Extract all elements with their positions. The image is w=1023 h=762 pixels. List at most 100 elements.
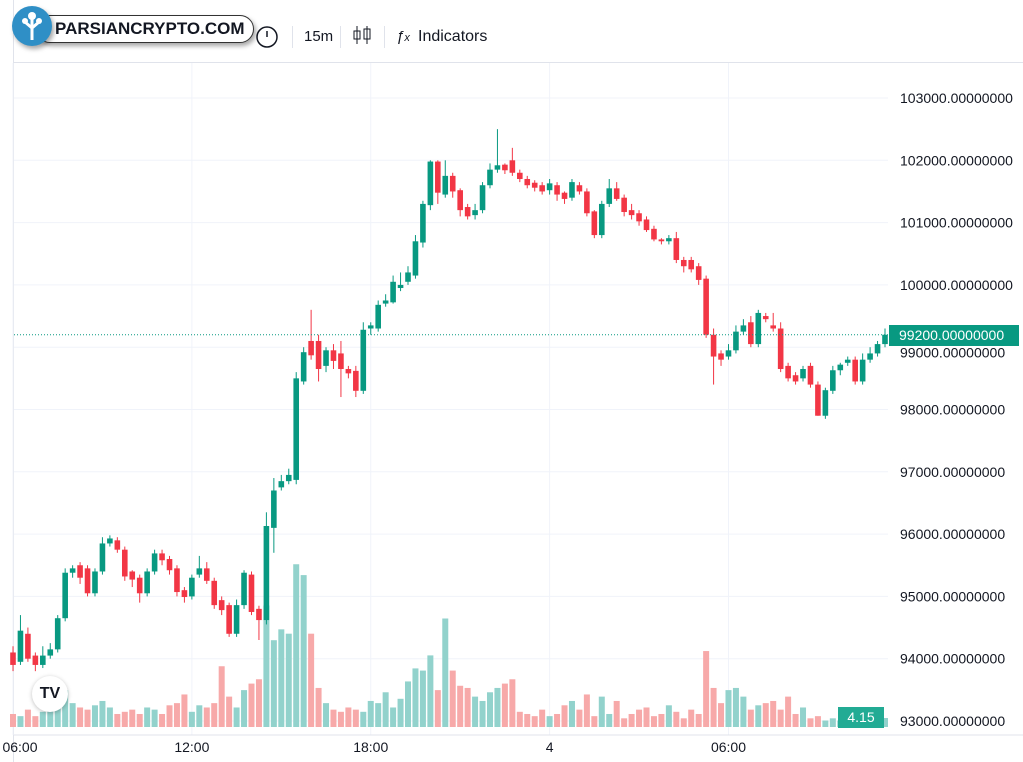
fx-icon[interactable]: ƒx <box>396 28 410 45</box>
candlestick-icon[interactable] <box>350 22 374 52</box>
candle-body <box>531 182 538 188</box>
volume-bar <box>69 703 76 727</box>
volume-bar <box>718 703 725 727</box>
candle-body <box>695 266 702 280</box>
volume-bar <box>263 605 270 727</box>
volume-bar <box>255 679 262 727</box>
volume-bar <box>628 713 635 727</box>
candle-body <box>278 481 285 488</box>
volume-bar <box>427 655 434 727</box>
volume-bar <box>181 694 188 727</box>
interval-button[interactable]: 15m <box>304 28 334 45</box>
volume-bar <box>382 692 389 727</box>
candle-body <box>17 630 24 662</box>
candle-body <box>666 238 672 242</box>
volume-bar <box>91 705 98 727</box>
volume-bar <box>464 687 471 727</box>
candle-body <box>710 334 717 357</box>
candle-body <box>584 191 590 214</box>
candle-body <box>412 241 419 276</box>
y-tick-label: 98000.00000000 <box>900 402 1005 418</box>
candle-body <box>84 568 91 594</box>
candle-body <box>598 203 605 236</box>
volume-bar <box>412 668 419 727</box>
x-tick-label: 12:00 <box>174 739 209 755</box>
candle-body <box>427 161 434 206</box>
candle-body <box>136 577 143 594</box>
indicators-button[interactable]: Indicators <box>418 28 488 45</box>
candle-body <box>852 359 858 382</box>
candle-body <box>144 571 150 594</box>
clock-icon[interactable] <box>254 22 284 52</box>
candle-body <box>509 160 516 173</box>
candle-body <box>762 316 769 320</box>
volume-bar <box>725 690 732 727</box>
candle-body <box>397 284 404 289</box>
candle-body <box>271 490 277 528</box>
candle-body <box>263 526 270 621</box>
candle-body <box>248 574 255 612</box>
candle-body <box>353 370 359 391</box>
volume-bar <box>270 640 277 727</box>
candle-body <box>174 568 180 593</box>
volume-bar <box>479 700 486 727</box>
tradingview-logo[interactable]: TV <box>32 676 68 712</box>
candle-body <box>524 178 531 186</box>
volume-bar <box>241 690 248 727</box>
volume-bar <box>509 679 516 727</box>
x-tick-label: 4 <box>546 739 554 755</box>
candle-body <box>300 352 307 382</box>
candle-body <box>420 203 426 243</box>
volume-bar <box>442 618 449 727</box>
candle-body <box>449 175 456 192</box>
candle-body <box>181 590 188 598</box>
candle-body <box>159 553 165 561</box>
candle-body <box>680 259 687 267</box>
volume-bar <box>405 681 412 727</box>
volume-bar <box>822 720 829 727</box>
candle-body <box>770 325 777 329</box>
volume-bar <box>516 711 523 727</box>
volume-bar <box>762 703 769 727</box>
volume-bar <box>606 713 613 727</box>
last-volume-badge: 4.15 <box>838 707 884 728</box>
volume-bar <box>114 713 121 727</box>
candle-body <box>733 331 739 351</box>
candle-body <box>658 239 665 242</box>
candle-body <box>360 329 367 391</box>
candle-body <box>442 175 449 195</box>
volume-bar <box>740 696 747 727</box>
candle-body <box>241 572 247 606</box>
candle-body <box>10 652 16 665</box>
volume-bar <box>360 711 367 727</box>
volume-bar <box>233 707 240 727</box>
watermark-text: PARSIANCRYPTO.COM <box>36 15 254 43</box>
y-tick-label: 103000.00000000 <box>900 90 1013 106</box>
volume-bar <box>539 709 546 727</box>
candle-body <box>830 370 836 391</box>
volume-bar <box>17 716 24 727</box>
y-tick-label: 102000.00000000 <box>900 152 1013 168</box>
candle-body <box>815 384 821 416</box>
volume-bar <box>419 670 426 727</box>
candle-body <box>554 185 560 195</box>
volume-bar <box>703 651 710 727</box>
candle-body <box>47 649 54 656</box>
y-tick-label: 100000.00000000 <box>900 277 1013 293</box>
candle-body <box>502 164 508 171</box>
volume-bar <box>47 707 54 727</box>
candle-body <box>539 185 545 192</box>
volume-bar <box>829 718 836 727</box>
candle-body <box>323 350 329 366</box>
candle-body <box>32 655 39 665</box>
volume-bar <box>121 711 128 727</box>
candle-body <box>591 211 598 236</box>
volume-bar <box>84 709 91 727</box>
candle-body <box>166 559 173 571</box>
candle-body <box>636 213 642 222</box>
candle-body <box>233 605 240 634</box>
candle-body <box>382 300 389 304</box>
volume-bar <box>129 709 136 727</box>
candle-body <box>859 359 866 382</box>
